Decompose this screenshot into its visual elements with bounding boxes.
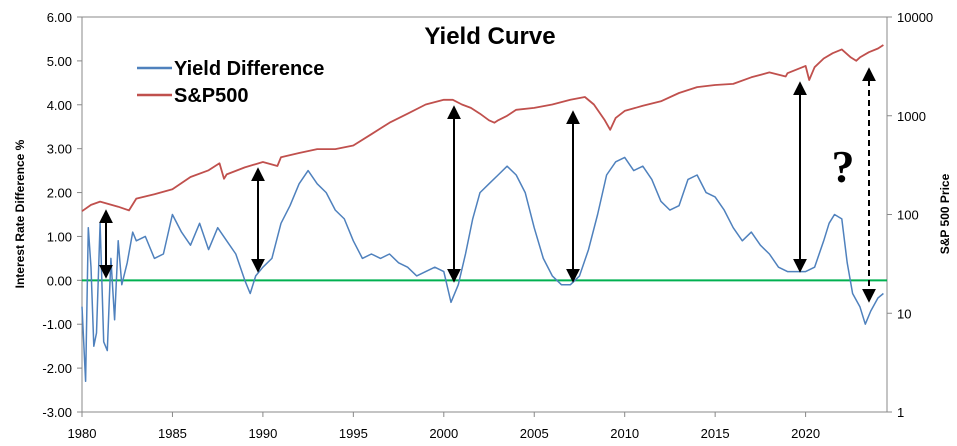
x-tick-label: 2010 — [610, 426, 639, 441]
right-tick-label: 1000 — [897, 109, 926, 124]
legend: Yield Difference S&P500 — [137, 58, 324, 107]
x-tick-label: 1995 — [339, 426, 368, 441]
right-tick-label: 10 — [897, 306, 911, 321]
sp500-series-line — [81, 44, 884, 212]
left-tick-label: 3.00 — [47, 142, 72, 157]
left-axis-ticks: 6.00 5.00 4.00 3.00 2.00 1.00 0.00 -1.00 -2.00 -3… — [42, 10, 82, 420]
x-tick-label: 1990 — [248, 426, 277, 441]
yield-difference-series-line — [81, 156, 884, 383]
annotation-arrows — [99, 67, 876, 303]
left-tick-label: 1.00 — [47, 229, 72, 244]
right-tick-label: 100 — [897, 208, 919, 223]
left-tick-label: 6.00 — [47, 10, 72, 25]
x-tick-label: 2000 — [429, 426, 458, 441]
right-tick-label: 10000 — [897, 10, 933, 25]
chart-title: Yield Curve — [424, 23, 555, 50]
left-tick-label: -3.00 — [42, 405, 72, 420]
left-tick-label: -1.00 — [42, 317, 72, 332]
left-tick-label: -2.00 — [42, 361, 72, 376]
left-tick-label: 5.00 — [47, 54, 72, 69]
question-annotation: ? — [832, 141, 855, 192]
x-tick-label: 1985 — [158, 426, 187, 441]
legend-label-yield-difference: Yield Difference — [174, 58, 324, 80]
legend-label-sp500: S&P500 — [174, 85, 249, 107]
x-tick-label: 1980 — [68, 426, 97, 441]
right-axis-ticks: 10000 1000 100 10 1 — [887, 10, 933, 420]
left-tick-label: 0.00 — [47, 273, 72, 288]
left-tick-label: 4.00 — [47, 98, 72, 113]
x-axis-ticks: 1980 1985 1990 1995 2000 2005 2010 2015 2020 — [68, 412, 820, 441]
right-tick-label: 1 — [897, 405, 904, 420]
x-tick-label: 2015 — [701, 426, 730, 441]
left-tick-label: 2.00 — [47, 186, 72, 201]
left-axis-label: Interest Rate Difference % — [13, 139, 27, 288]
right-axis-label: S&P 500 Price — [938, 173, 952, 254]
x-tick-label: 2020 — [791, 426, 820, 441]
plot-area — [81, 16, 888, 413]
x-tick-label: 2005 — [520, 426, 549, 441]
